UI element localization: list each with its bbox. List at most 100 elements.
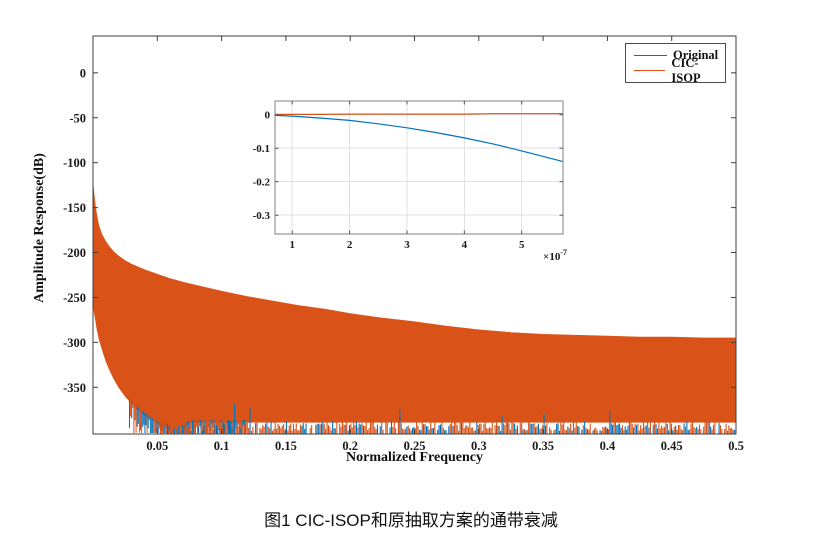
noise-spike — [154, 419, 156, 433]
noise-spike — [652, 424, 654, 434]
noise-spike — [222, 422, 224, 434]
noise-spike — [438, 425, 440, 434]
noise-spike — [143, 412, 145, 425]
noise-spike — [183, 422, 185, 434]
noise-spike — [219, 420, 221, 433]
y-tick-label: -350 — [63, 381, 86, 395]
noise-spike — [214, 425, 216, 434]
noise-spike — [729, 428, 731, 434]
noise-spike — [666, 424, 668, 434]
noise-spike — [449, 424, 451, 434]
noise-spike — [287, 430, 289, 434]
noise-spike — [647, 414, 649, 434]
noise-spike — [334, 428, 336, 434]
legend-line-cic-isop-icon — [634, 70, 666, 71]
noise-spike — [267, 426, 269, 434]
noise-spike — [463, 428, 465, 434]
noise-spike — [641, 428, 643, 434]
noise-spike — [705, 421, 707, 434]
noise-spike — [186, 423, 188, 434]
noise-spike — [490, 428, 492, 434]
noise-spike — [392, 426, 394, 434]
inset-curve-original — [274, 114, 564, 163]
noise-spike — [243, 420, 245, 426]
noise-spike — [323, 424, 325, 434]
legend-item-cic-isop[interactable]: CIC-ISOP — [634, 56, 725, 85]
noise-spike — [320, 423, 322, 434]
noise-spike — [332, 421, 334, 434]
y-tick-label: -250 — [63, 291, 86, 305]
noise-spike — [459, 421, 461, 434]
noise-spike — [575, 415, 577, 434]
x-tick-label: 0.1 — [214, 439, 230, 453]
noise-spike — [659, 428, 661, 434]
noise-spike — [572, 404, 574, 434]
noise-spike — [168, 428, 170, 434]
noise-spike — [407, 425, 409, 434]
noise-spike — [290, 423, 292, 434]
noise-spike — [138, 408, 140, 433]
noise-spike — [365, 422, 367, 434]
noise-spike — [157, 421, 159, 433]
noise-spike — [546, 422, 548, 434]
noise-spike — [173, 428, 175, 434]
noise-spike — [223, 420, 225, 433]
noise-spike — [348, 425, 350, 434]
noise-spike — [473, 430, 475, 434]
noise-spike — [707, 421, 709, 434]
noise-spike — [516, 425, 518, 434]
noise-spike — [220, 424, 222, 434]
noise-spike — [299, 424, 301, 434]
noise-spike — [326, 415, 328, 434]
noise-spike — [298, 430, 300, 434]
noise-spike — [229, 421, 231, 434]
noise-spike — [593, 428, 595, 434]
noise-spike — [141, 410, 143, 433]
noise-spike — [178, 426, 180, 434]
noise-spike — [344, 424, 346, 434]
noise-spike — [188, 421, 190, 433]
noise-spike — [395, 428, 397, 434]
inset-y-tick-label: -0.1 — [253, 143, 270, 155]
y-axis-label: Amplitude Response(dB) — [32, 153, 47, 303]
legend[interactable]: Original CIC-ISOP — [625, 43, 726, 85]
noise-spike — [460, 422, 462, 434]
noise-spike — [355, 421, 357, 434]
noise-spike — [602, 426, 604, 434]
noise-spike — [500, 431, 502, 434]
noise-spike — [199, 420, 201, 427]
noise-spike — [221, 420, 223, 433]
noise-spike — [444, 430, 446, 434]
figure-caption: 图1 CIC-ISOP和原抽取方案的通带衰减 — [264, 511, 558, 530]
y-tick-label: -50 — [69, 111, 86, 125]
sidelobe-noise — [129, 398, 737, 434]
noise-spike — [683, 423, 685, 434]
noise-spike — [528, 421, 530, 434]
noise-spike — [571, 430, 573, 434]
noise-spike — [152, 418, 154, 433]
noise-spike — [581, 429, 583, 434]
noise-spike — [470, 427, 472, 434]
noise-spike — [367, 429, 369, 434]
noise-spike — [215, 425, 217, 434]
noise-spike — [554, 429, 556, 434]
noise-spike — [343, 424, 345, 434]
noise-spike — [732, 429, 734, 434]
noise-spike — [329, 426, 331, 434]
noise-spike — [192, 420, 194, 433]
noise-spike — [430, 422, 432, 434]
noise-spike — [234, 403, 236, 434]
noise-spike — [635, 425, 637, 434]
inset-box — [274, 100, 564, 235]
noise-spike — [442, 427, 444, 434]
noise-spike — [212, 420, 214, 428]
chart-canvas: 0.05 0.1 0.15 0.2 0.25 0.3 0.35 0.4 0.45 0.5 0 -50 -… — [63, 35, 744, 453]
y-tick-label: -200 — [63, 246, 86, 260]
noise-spike — [424, 424, 426, 434]
noise-spike — [719, 425, 721, 434]
noise-spike — [637, 423, 639, 434]
noise-spike — [511, 421, 513, 434]
legend-item-original[interactable]: Original — [634, 48, 725, 63]
noise-spike — [346, 411, 348, 434]
noise-spike — [315, 424, 317, 434]
